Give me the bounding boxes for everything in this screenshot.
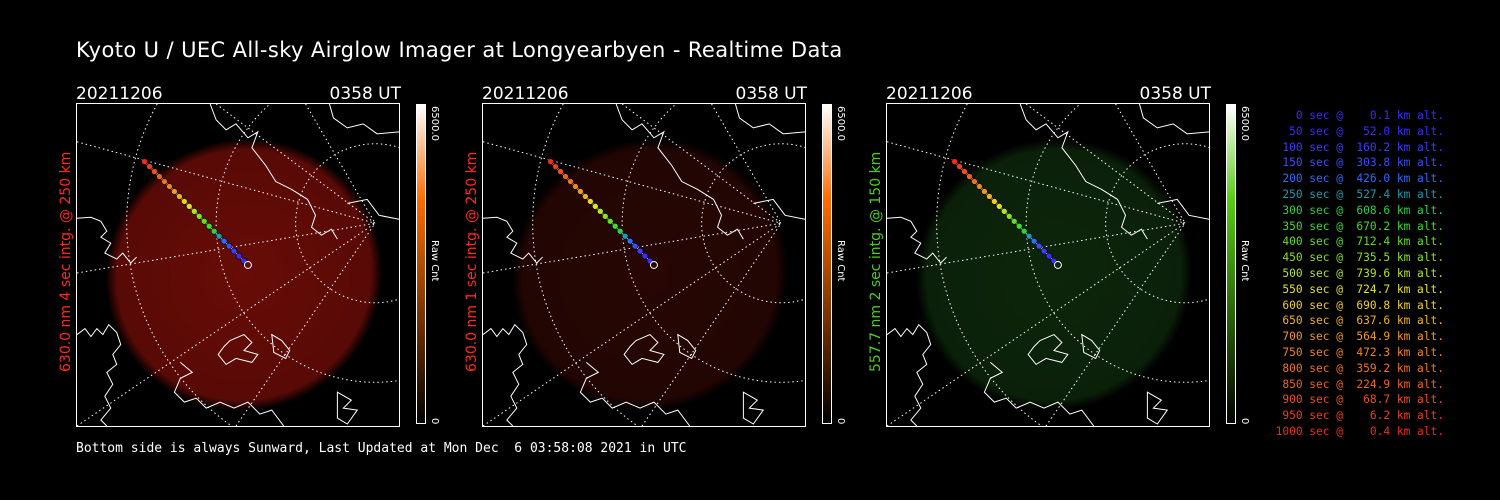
panel-1-allsky-image bbox=[76, 103, 400, 427]
legend-row: 550 sec @ 724.7 km alt. bbox=[1275, 282, 1444, 296]
legend-row: 800 sec @ 359.2 km alt. bbox=[1275, 361, 1444, 375]
panel-3-colorbar bbox=[1226, 104, 1236, 424]
panel-1-colorbar-unit: Raw Cnt bbox=[429, 240, 440, 282]
legend-row: 850 sec @ 224.9 km alt. bbox=[1275, 377, 1444, 391]
panel-1-colorbar bbox=[416, 104, 426, 424]
legend-row: 400 sec @ 712.4 km alt. bbox=[1275, 235, 1444, 249]
panel-2-date: 20211206 bbox=[482, 84, 569, 104]
legend-row: 100 sec @ 160.2 km alt. bbox=[1275, 140, 1444, 154]
panel-3-colorbar-unit: Raw Cnt bbox=[1239, 240, 1250, 282]
trajectory-legend: 0 sec @ 0.1 km alt. 50 sec @ 52.0 km alt… bbox=[1268, 108, 1444, 440]
legend-row: 450 sec @ 735.5 km alt. bbox=[1275, 251, 1444, 265]
legend-row: 300 sec @ 608.6 km alt. bbox=[1275, 203, 1444, 217]
panel-3-allsky-image bbox=[886, 103, 1210, 427]
panel-2-time: 0358 UT bbox=[735, 84, 808, 104]
panel-3-date: 20211206 bbox=[886, 84, 973, 104]
legend-row: 950 sec @ 6.2 km alt. bbox=[1275, 409, 1444, 423]
page-title: Kyoto U / UEC All-sky Airglow Imager at … bbox=[76, 38, 843, 62]
legend-row: 150 sec @ 303.8 km alt. bbox=[1275, 156, 1444, 170]
legend-row: 0 sec @ 0.1 km alt. bbox=[1275, 109, 1444, 122]
panel-2-colorbar bbox=[822, 104, 832, 424]
legend-row: 200 sec @ 426.0 km alt. bbox=[1275, 172, 1444, 186]
panel-1-colorbar-max: 6500.0 bbox=[429, 106, 440, 141]
legend-row: 350 sec @ 670.2 km alt. bbox=[1275, 219, 1444, 233]
legend-row: 600 sec @ 690.8 km alt. bbox=[1275, 298, 1444, 312]
panel-2-colorbar-unit: Raw Cnt bbox=[835, 240, 846, 282]
panel-1-date: 20211206 bbox=[76, 84, 163, 104]
legend-row: 900 sec @ 68.7 km alt. bbox=[1275, 393, 1444, 407]
panel-1-wavelength-label: 630.0 nm 4 sec intg. @ 250 km bbox=[58, 151, 74, 372]
panel-3-colorbar-max: 6500.0 bbox=[1239, 106, 1250, 141]
legend-row: 750 sec @ 472.3 km alt. bbox=[1275, 345, 1444, 359]
legend-row: 1000 sec @ 0.4 km alt. bbox=[1275, 424, 1444, 438]
legend-row: 250 sec @ 527.4 km alt. bbox=[1275, 187, 1444, 201]
panel-3-colorbar-min: 0 bbox=[1239, 418, 1250, 425]
panel-2-colorbar-max: 6500.0 bbox=[835, 106, 846, 141]
panel-2-wavelength-label: 630.0 nm 1 sec intg. @ 250 km bbox=[464, 151, 480, 372]
legend-row: 50 sec @ 52.0 km alt. bbox=[1275, 124, 1444, 138]
panel-1-colorbar-min: 0 bbox=[429, 418, 440, 425]
panel-3-time: 0358 UT bbox=[1139, 84, 1212, 104]
legend-row: 650 sec @ 637.6 km alt. bbox=[1275, 314, 1444, 328]
panel-1-time: 0358 UT bbox=[329, 84, 402, 104]
footer-status: Bottom side is always Sunward, Last Upda… bbox=[76, 441, 687, 456]
legend-row: 700 sec @ 564.9 km alt. bbox=[1275, 330, 1444, 344]
panel-2-allsky-image bbox=[482, 103, 806, 427]
panel-3-wavelength-label: 557.7 nm 2 sec intg. @ 150 km bbox=[868, 151, 884, 372]
legend-row: 500 sec @ 739.6 km alt. bbox=[1275, 266, 1444, 280]
panel-2-colorbar-min: 0 bbox=[835, 418, 846, 425]
